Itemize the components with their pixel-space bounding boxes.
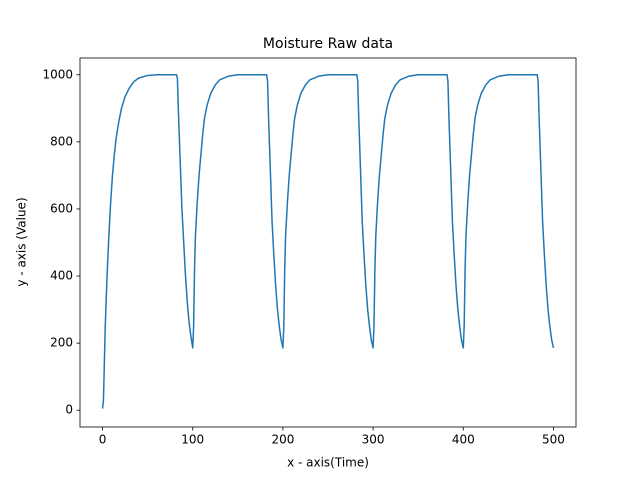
x-tick-label: 400 xyxy=(452,433,475,447)
y-tick-label: 0 xyxy=(65,403,73,417)
y-tick-label: 600 xyxy=(50,201,73,215)
chart-title: Moisture Raw data xyxy=(263,36,393,52)
y-tick-label: 400 xyxy=(50,269,73,283)
x-axis-label: x - axis(Time) xyxy=(287,456,369,470)
y-tick-label: 800 xyxy=(50,134,73,148)
x-tick-label: 0 xyxy=(99,433,107,447)
y-axis-label: y - axis (Value) xyxy=(15,197,29,286)
plot-frame xyxy=(79,57,577,428)
y-tick-label: 200 xyxy=(50,336,73,350)
y-tick-label: 1000 xyxy=(42,67,73,81)
x-tick-label: 200 xyxy=(271,433,294,447)
x-tick-label: 500 xyxy=(542,433,565,447)
data-line xyxy=(101,74,555,409)
x-tick-label: 100 xyxy=(181,433,204,447)
x-tick-label: 300 xyxy=(362,433,385,447)
